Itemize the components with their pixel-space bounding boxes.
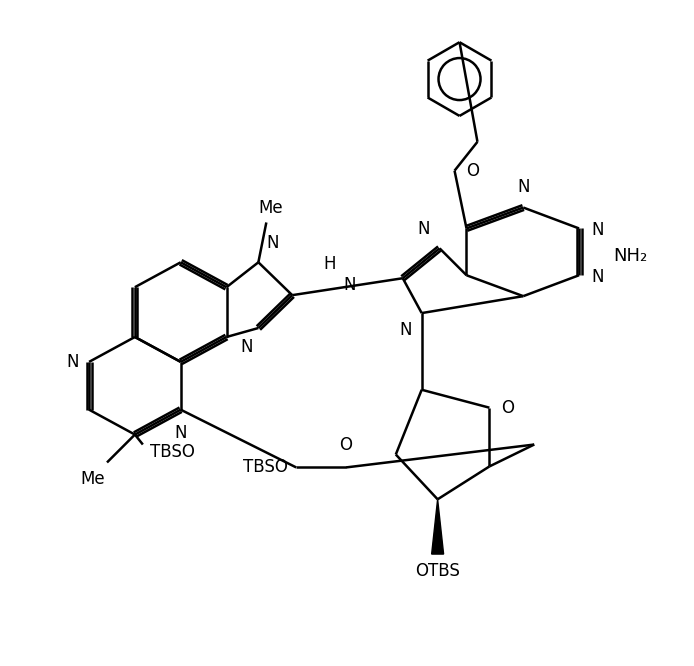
Text: TBSO: TBSO <box>150 444 195 462</box>
Text: O: O <box>339 436 353 454</box>
Text: N: N <box>240 338 253 356</box>
Text: H: H <box>323 255 336 273</box>
Text: OTBS: OTBS <box>415 562 460 580</box>
Text: N: N <box>344 276 356 294</box>
Text: N: N <box>591 221 604 240</box>
Text: Me: Me <box>81 470 105 488</box>
Text: N: N <box>67 353 79 371</box>
Text: N: N <box>591 268 604 286</box>
Text: O: O <box>501 399 514 417</box>
Text: N: N <box>517 178 530 196</box>
Text: N: N <box>174 424 187 442</box>
Text: N: N <box>266 234 279 252</box>
Text: TBSO: TBSO <box>244 458 288 476</box>
Polygon shape <box>432 500 443 554</box>
Text: Me: Me <box>258 198 282 216</box>
Text: NH₂: NH₂ <box>613 247 648 265</box>
Text: O: O <box>466 162 480 180</box>
Text: N: N <box>399 321 412 339</box>
Text: N: N <box>417 220 430 238</box>
